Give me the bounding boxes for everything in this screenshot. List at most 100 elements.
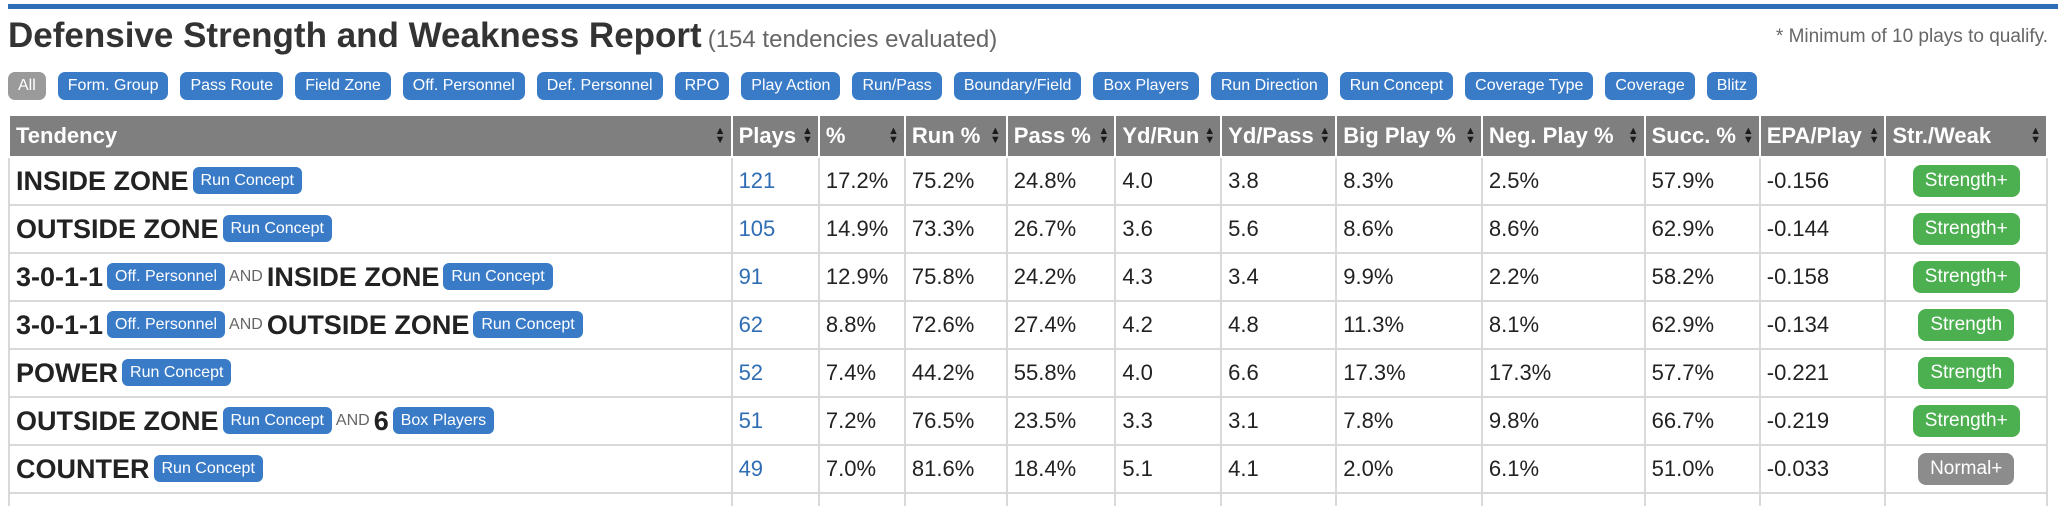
sort-arrows-icon: ▲ ▼	[1628, 127, 1639, 145]
empty-cell	[1115, 493, 1221, 506]
filter-chip-off-personnel[interactable]: Off. Personnel	[403, 72, 525, 100]
sort-arrows-icon: ▲ ▼	[2030, 127, 2041, 145]
empty-cell	[9, 493, 732, 506]
category-tag: Off. Personnel	[107, 311, 225, 338]
filter-chip-blitz[interactable]: Blitz	[1707, 72, 1757, 100]
column-header-yd-run[interactable]: Yd/Run ▲ ▼	[1115, 116, 1221, 157]
column-header-label: Yd/Pass	[1228, 123, 1314, 148]
ydrun-cell: 5.1	[1115, 445, 1221, 493]
table-header-row: Tendency ▲ ▼ Plays ▲ ▼% ▲ ▼ Run % ▲ ▼ Pass % ▲ ▼ Yd/Ru…	[9, 116, 2047, 157]
filter-chip-play-action[interactable]: Play Action	[741, 72, 840, 100]
epa-cell: -0.144	[1760, 205, 1886, 253]
epa-cell: -0.156	[1760, 157, 1886, 205]
column-header-pct[interactable]: % ▲ ▼	[819, 116, 905, 157]
column-header-pass[interactable]: Pass % ▲ ▼	[1007, 116, 1116, 157]
tendency-table: Tendency ▲ ▼ Plays ▲ ▼% ▲ ▼ Run % ▲ ▼ Pass % ▲ ▼ Yd/Ru…	[8, 116, 2048, 506]
empty-cell	[1885, 493, 2047, 506]
column-header-label: Yd/Run	[1122, 123, 1199, 148]
column-header-epa-play[interactable]: EPA/Play ▲ ▼	[1760, 116, 1886, 157]
filter-bar: All Form. Group Pass Route Field Zone Off. P…	[8, 71, 1757, 101]
neg-cell: 8.1%	[1482, 301, 1645, 349]
table-row: INSIDE ZONE Run Concept 121 17.2% 75.2% 24.8%…	[9, 157, 2047, 205]
empty-cell	[1007, 493, 1116, 506]
and-connector: AND	[336, 412, 370, 429]
tendency-cell: INSIDE ZONE Run Concept	[9, 157, 732, 205]
epa-cell: -0.134	[1760, 301, 1886, 349]
filter-chip-box-players[interactable]: Box Players	[1093, 72, 1198, 100]
filter-chip-pass-route[interactable]: Pass Route	[180, 72, 283, 100]
strength-badge: Strength+	[1913, 261, 2020, 293]
tendency-value: 3-0-1-1	[16, 310, 103, 340]
tendency-value: OUTSIDE ZONE	[267, 310, 470, 340]
run-cell: 73.3%	[905, 205, 1007, 253]
pct-cell: 7.2%	[819, 397, 905, 445]
pass-cell: 24.8%	[1007, 157, 1116, 205]
plays-cell[interactable]: 105	[732, 205, 819, 253]
plays-cell[interactable]: 49	[732, 445, 819, 493]
category-tag: Off. Personnel	[107, 263, 225, 290]
ydrun-cell: 3.3	[1115, 397, 1221, 445]
column-header-tendency[interactable]: Tendency ▲ ▼	[9, 116, 732, 157]
epa-cell: -0.033	[1760, 445, 1886, 493]
pass-cell: 24.2%	[1007, 253, 1116, 301]
filter-chip-all[interactable]: All	[8, 72, 46, 100]
run-cell: 75.8%	[905, 253, 1007, 301]
neg-cell: 8.6%	[1482, 205, 1645, 253]
qualification-note: * Minimum of 10 plays to qualify.	[1776, 26, 2048, 48]
pass-cell: 18.4%	[1007, 445, 1116, 493]
filter-chip-coverage-type[interactable]: Coverage Type	[1465, 72, 1593, 100]
filter-chip-run-direction[interactable]: Run Direction	[1211, 72, 1328, 100]
table-body: INSIDE ZONE Run Concept 121 17.2% 75.2% 24.8%…	[9, 157, 2047, 506]
column-header-plays[interactable]: Plays ▲ ▼	[732, 116, 819, 157]
plays-cell[interactable]: 52	[732, 349, 819, 397]
category-tag: Run Concept	[122, 359, 231, 386]
plays-cell[interactable]: 121	[732, 157, 819, 205]
table-row: OUTSIDE ZONE Run Concept AND 6 Box Players 51…	[9, 397, 2047, 445]
category-tag: Box Players	[393, 407, 494, 434]
pct-cell: 17.2%	[819, 157, 905, 205]
plays-cell[interactable]: 62	[732, 301, 819, 349]
plays-cell[interactable]: 91	[732, 253, 819, 301]
column-header-big-play[interactable]: Big Play % ▲ ▼	[1336, 116, 1482, 157]
pct-cell: 8.8%	[819, 301, 905, 349]
sort-arrows-icon: ▲ ▼	[888, 127, 899, 145]
succ-cell: 58.2%	[1645, 253, 1760, 301]
tendency-value: POWER	[16, 358, 118, 388]
table-row: COUNTER Run Concept 49 7.0% 81.6% 18.4% 5.1 4.1…	[9, 445, 2047, 493]
column-header-label: Neg. Play %	[1489, 123, 1614, 148]
filter-chip-run-concept[interactable]: Run Concept	[1340, 72, 1453, 100]
filter-chip-form-group[interactable]: Form. Group	[58, 72, 169, 100]
plays-cell[interactable]: 51	[732, 397, 819, 445]
big-cell: 8.6%	[1336, 205, 1482, 253]
strength-weakness-cell: Strength+	[1885, 157, 2047, 205]
sort-arrows-icon: ▲ ▼	[1869, 127, 1880, 145]
pass-cell: 27.4%	[1007, 301, 1116, 349]
column-header-run[interactable]: Run % ▲ ▼	[905, 116, 1007, 157]
column-header-neg-play[interactable]: Neg. Play % ▲ ▼	[1482, 116, 1645, 157]
filter-chip-boundary-field[interactable]: Boundary/Field	[954, 72, 1082, 100]
strength-weakness-cell: Strength	[1885, 301, 2047, 349]
filter-chip-run-pass[interactable]: Run/Pass	[852, 72, 941, 100]
column-header-label: Pass %	[1014, 123, 1091, 148]
big-cell: 17.3%	[1336, 349, 1482, 397]
filter-chip-rpo[interactable]: RPO	[675, 72, 730, 100]
table-row: POWER Run Concept 52 7.4% 44.2% 55.8% 4.0 6.6 17…	[9, 349, 2047, 397]
epa-cell: -0.219	[1760, 397, 1886, 445]
filter-chip-coverage[interactable]: Coverage	[1605, 72, 1694, 100]
pct-cell: 7.0%	[819, 445, 905, 493]
column-header-str-weak[interactable]: Str./Weak ▲ ▼	[1885, 116, 2047, 157]
strength-weakness-cell: Normal+	[1885, 445, 2047, 493]
category-tag: Run Concept	[223, 407, 332, 434]
filter-chip-field-zone[interactable]: Field Zone	[295, 72, 391, 100]
tendency-cell: POWER Run Concept	[9, 349, 732, 397]
column-header-yd-pass[interactable]: Yd/Pass ▲ ▼	[1221, 116, 1336, 157]
tendency-cell: 3-0-1-1 Off. Personnel AND INSIDE ZONE Run C…	[9, 253, 732, 301]
ydrun-cell: 4.3	[1115, 253, 1221, 301]
tendency-value: OUTSIDE ZONE	[16, 214, 219, 244]
ydpass-cell: 6.6	[1221, 349, 1336, 397]
column-header-succ[interactable]: Succ. % ▲ ▼	[1645, 116, 1760, 157]
neg-cell: 2.5%	[1482, 157, 1645, 205]
big-cell: 11.3%	[1336, 301, 1482, 349]
empty-cell	[905, 493, 1007, 506]
filter-chip-def-personnel[interactable]: Def. Personnel	[537, 72, 663, 100]
